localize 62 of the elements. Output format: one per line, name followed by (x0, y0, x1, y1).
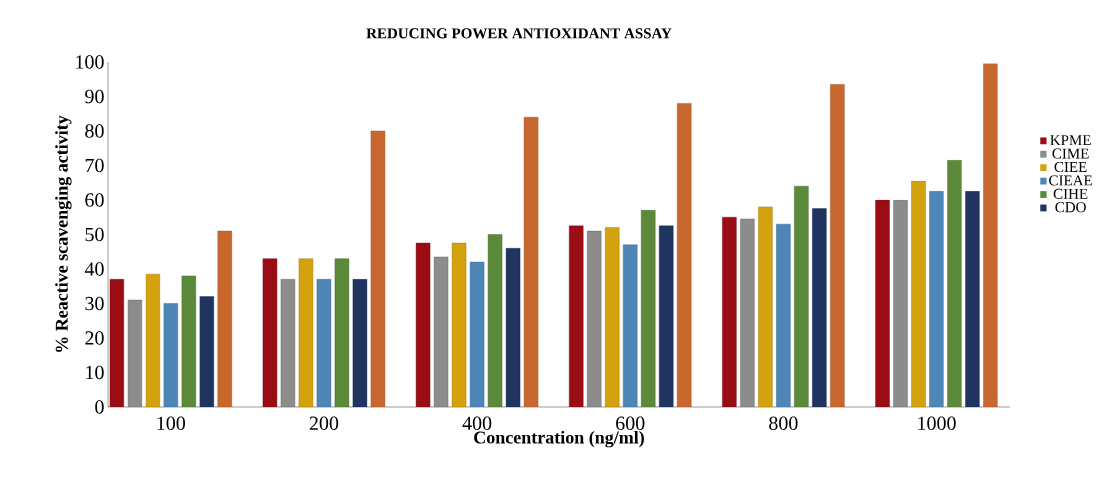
bar (433, 256, 449, 407)
legend-label: KPME (1050, 135, 1091, 146)
bar (127, 299, 142, 407)
bar (983, 63, 998, 407)
bar (929, 191, 944, 407)
bar (370, 130, 386, 407)
y-tick-label: 10 (86, 365, 104, 380)
bar (740, 218, 755, 407)
y-tick-label: 60 (85, 193, 104, 207)
bar (109, 279, 124, 407)
x-tick-label: 400 (462, 416, 492, 431)
bar (947, 160, 962, 407)
bar (181, 275, 196, 407)
x-tick-label: 800 (769, 416, 798, 431)
legend-label: CIHE (1053, 188, 1088, 199)
y-tick-label: 40 (84, 262, 104, 276)
legend-label: CIEE (1054, 161, 1087, 173)
bar (280, 279, 296, 407)
bar (677, 103, 692, 407)
legend-label: CIEAE (1049, 175, 1092, 186)
y-tick-label: 100 (76, 55, 104, 69)
y-tick-label: 90 (85, 89, 104, 104)
bar (758, 206, 773, 407)
bar (451, 242, 467, 407)
y-tick-label: 70 (85, 158, 104, 173)
bar (794, 186, 809, 407)
bar (812, 208, 827, 407)
y-tick-label: 50 (85, 227, 104, 242)
y-tick-label: 20 (85, 331, 104, 345)
y-tick-label: 0 (95, 400, 104, 414)
bar (623, 244, 638, 407)
x-tick-label: 200 (309, 416, 339, 431)
bar (722, 217, 737, 407)
chart-title: REDUCING POWER ANTIOXIDANT ASSAY (366, 28, 672, 39)
legend-label: CDO (1055, 202, 1086, 213)
bar (298, 258, 314, 407)
bar (875, 199, 890, 407)
bar (415, 242, 431, 407)
bar (145, 273, 160, 407)
y-tick-label: 30 (85, 296, 104, 311)
bar (163, 303, 178, 407)
bar (776, 223, 791, 407)
bar (965, 191, 980, 407)
bar (523, 117, 539, 407)
bar (830, 84, 845, 407)
bar (217, 230, 232, 407)
legend-label: CIME (1052, 148, 1089, 159)
bar (911, 180, 926, 407)
bar (641, 210, 656, 407)
y-tick-label: 80 (85, 124, 104, 138)
x-tick-label: 600 (616, 416, 645, 431)
bar (569, 225, 584, 407)
bar (659, 225, 674, 407)
y-axis-title: % Reactive scavenging activity (55, 115, 72, 352)
bar (893, 199, 908, 407)
x-tick-label: 1000 (918, 416, 956, 431)
bar (262, 258, 278, 407)
bar (587, 230, 602, 407)
x-axis-title: Concentration (ng/ml) (474, 430, 644, 448)
x-tick-label: 100 (157, 416, 186, 431)
bar (605, 227, 620, 407)
bar (199, 296, 214, 407)
